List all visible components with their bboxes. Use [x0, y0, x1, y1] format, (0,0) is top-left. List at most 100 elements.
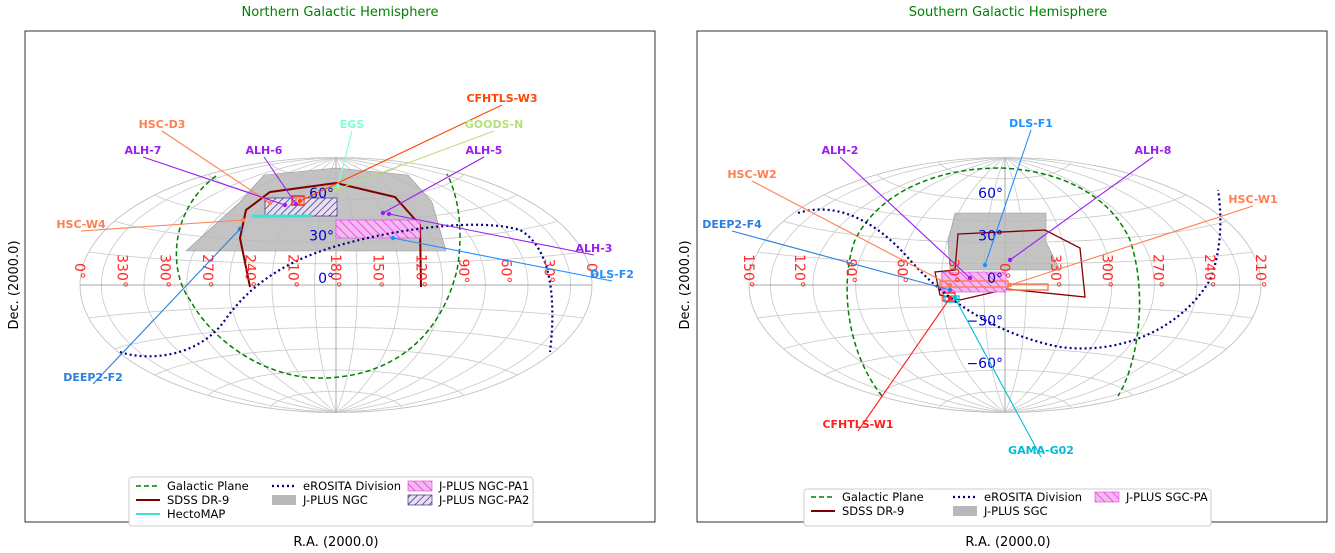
field-leader-line — [984, 129, 1032, 266]
left-galactic-plane — [175, 173, 461, 379]
field-annotation-alh-2: ALH-2 — [822, 144, 973, 281]
right-ylabel: Dec. (2000.0) — [678, 240, 693, 329]
ra-tick-label: 60° — [498, 259, 514, 284]
ra-tick-label: 210° — [1252, 254, 1268, 288]
field-leader-line — [299, 104, 503, 202]
field-marker — [952, 295, 958, 301]
field-leader-line — [388, 213, 595, 256]
field-marker — [293, 201, 299, 207]
northern-hemisphere-panel: Northern Galactic Hemisphere Dec. (2000.… — [7, 5, 656, 550]
legend-item: eROSITA Division — [953, 490, 1082, 504]
right-legend: Galactic Plane eROSITA Division J-PLUS SGC… — [803, 488, 1212, 527]
right-jplus-sgc-footprint — [947, 212, 1061, 271]
legend-label: J-PLUS NGC-PA1 — [438, 479, 529, 493]
field-marker — [237, 226, 243, 232]
field-annotation-goods-n: GOODS-N — [332, 118, 523, 193]
ra-tick-label: 90° — [455, 259, 471, 284]
field-label: ALH-8 — [1135, 144, 1172, 157]
field-annotation-alh-7: ALH-7 — [125, 144, 288, 208]
field-marker — [947, 287, 953, 293]
legend-label: J-PLUS NGC-PA2 — [438, 493, 529, 507]
field-label: EGS — [340, 118, 365, 131]
ra-tick-label: 0° — [996, 263, 1012, 279]
southern-hemisphere-panel: Southern Galactic Hemisphere Dec. (2000.… — [678, 5, 1328, 550]
legend-item: HectoMAP — [136, 507, 225, 521]
legend-item: Galactic Plane — [136, 479, 249, 493]
right-sdss-dr9-outline — [934, 229, 1086, 301]
field-marker — [390, 235, 396, 241]
legend-swatch — [407, 480, 433, 492]
field-marker — [240, 217, 246, 223]
field-marker — [1007, 282, 1013, 288]
left-erosita-division — [119, 223, 554, 358]
field-label: HSC-W4 — [56, 218, 106, 231]
field-label: DLS-F2 — [590, 268, 634, 281]
field-label: ALH-6 — [246, 144, 283, 157]
ra-tick-label: 150° — [740, 254, 756, 288]
field-annotation-egs: EGS — [335, 118, 365, 189]
right-erosita-division — [797, 189, 1222, 350]
field-leader-line — [382, 156, 485, 214]
legend-swatch — [953, 506, 977, 516]
field-annotation-cfhtls-w1: CFHTLS-W1 — [822, 295, 953, 432]
field-leader-line — [142, 156, 286, 206]
legend-label: Galactic Plane — [167, 479, 249, 493]
ra-tick-label: 210° — [284, 254, 300, 288]
field-marker — [267, 200, 273, 206]
left-ylabel: Dec. (2000.0) — [7, 240, 22, 329]
field-label: GAMA-G02 — [1008, 444, 1074, 457]
dec-tick-label: 60° — [978, 186, 1003, 202]
field-annotation-dls-f2: DLS-F2 — [390, 235, 634, 282]
legend-label: J-PLUS SGC-PA — [1125, 490, 1208, 504]
field-annotation-deep2-f4: DEEP2-F4 — [702, 218, 953, 293]
field-label: HSC-W2 — [727, 168, 776, 181]
field-annotation-hsc-w1: HSC-W1 — [1007, 193, 1278, 288]
field-annotation-hsc-w2: HSC-W2 — [727, 168, 953, 288]
legend-swatch — [1094, 491, 1120, 503]
left-legend: Galactic Plane eROSITA Division J-PLUS NGC… — [128, 476, 534, 527]
legend-swatch — [272, 495, 296, 505]
field-leader-line — [92, 228, 241, 385]
field-annotation-cfhtls-w3: CFHTLS-W3 — [297, 92, 538, 204]
legend-item: eROSITA Division — [272, 479, 401, 493]
ra-tick-label: 330° — [114, 254, 130, 288]
field-annotation-gama-g02: GAMA-G02 — [952, 295, 1074, 458]
right-gama-g02-box — [944, 295, 960, 303]
legend-item: SDSS DR-9 — [136, 493, 229, 507]
field-leader-line — [80, 219, 244, 232]
dec-tick-label: 0° — [318, 271, 334, 287]
legend-label: J-PLUS NGC — [302, 493, 368, 507]
ra-tick-label: 330° — [1047, 254, 1063, 288]
field-annotation-alh-5: ALH-5 — [380, 144, 503, 216]
left-xlabel: R.A. (2000.0) — [293, 535, 378, 550]
ra-tick-label: 0° — [71, 263, 87, 279]
ra-tick-label: 270° — [1150, 254, 1166, 288]
right-panel-title: Southern Galactic Hemisphere — [909, 5, 1107, 20]
field-label: HSC-D3 — [139, 118, 186, 131]
ra-tick-label: 270° — [199, 254, 215, 288]
field-marker — [982, 262, 988, 268]
right-grid — [748, 157, 1262, 413]
legend-item: J-PLUS SGC-PA — [1094, 490, 1208, 504]
legend-label: J-PLUS SGC — [983, 504, 1048, 518]
dec-tick-label: −30° — [966, 314, 1003, 330]
field-marker — [947, 282, 953, 288]
field-label: ALH-2 — [822, 144, 859, 157]
field-annotation-alh-8: ALH-8 — [1007, 144, 1172, 263]
field-marker — [332, 187, 338, 193]
legend-item: J-PLUS SGC — [953, 504, 1048, 518]
ra-tick-label: 240° — [1201, 254, 1217, 288]
left-jplus-ngc-pa1 — [335, 219, 421, 239]
field-leader-line — [392, 237, 613, 282]
ra-tick-label: 120° — [412, 254, 428, 288]
dec-tick-label: 60° — [309, 186, 334, 202]
legend-item: SDSS DR-9 — [811, 504, 904, 518]
ra-tick-label: 0° — [583, 263, 599, 279]
right-xlabel: R.A. (2000.0) — [965, 535, 1050, 550]
field-label: CFHTLS-W1 — [822, 418, 893, 431]
field-annotation-alh-3: ALH-3 — [386, 211, 612, 256]
ra-tick-label: 180° — [327, 254, 343, 288]
legend-label: eROSITA Division — [984, 490, 1082, 504]
field-label: ALH-5 — [466, 144, 503, 157]
field-leader-line — [954, 297, 1042, 458]
